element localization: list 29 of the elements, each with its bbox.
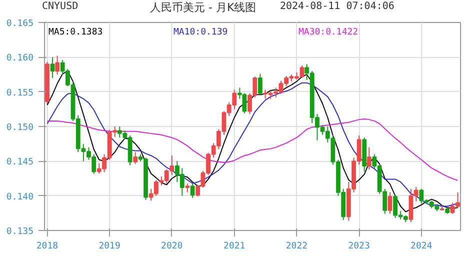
y-tick-label: 0.160 [6, 54, 34, 64]
x-tick-label: 2020 [161, 242, 183, 252]
y-tick-label: 0.150 [6, 123, 34, 133]
x-tick-label: 2018 [36, 242, 58, 252]
candlestick [388, 192, 392, 214]
y-tick-label: 0.140 [6, 192, 34, 202]
text: MA10:0.139 [174, 28, 228, 38]
candlestick [50, 56, 55, 78]
candlestick [258, 73, 262, 96]
y-tick-label: 0.135 [6, 227, 34, 237]
x-tick-label: 2023 [348, 242, 370, 252]
candlestick [133, 152, 138, 164]
text: CNYUSD [42, 0, 78, 14]
text: MA5:0.1383 [48, 28, 103, 38]
y-tick-label: 0.165 [6, 19, 34, 29]
candlestick [55, 55, 60, 75]
line-series [46, 118, 458, 182]
chart-title: 人民币美元 - 月K线图 [150, 0, 256, 16]
x-tick-label: 2021 [224, 242, 246, 252]
y-tick-label: 0.155 [6, 88, 34, 98]
candlestick [185, 182, 190, 193]
x-tick-label: 2024 [410, 242, 432, 252]
candlestick [190, 182, 195, 198]
x-tick-label: 2022 [286, 242, 308, 252]
y-tick-label: 0.145 [6, 158, 34, 168]
x-tick-label: 2019 [98, 242, 120, 252]
text: 2024-08-11 07:04:06 [280, 0, 394, 14]
text: MA30:0.1422 [298, 28, 358, 38]
candlestick [366, 146, 372, 170]
